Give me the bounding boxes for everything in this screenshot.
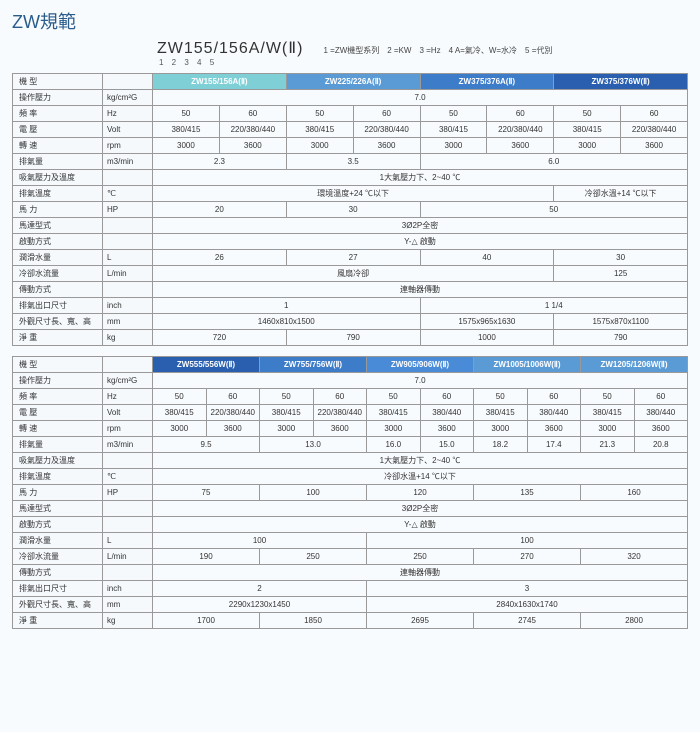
spec-table-2: 機 型 ZW555/556W(Ⅱ) ZW755/756W(Ⅱ) ZW905/90… <box>12 356 688 629</box>
model-header: ZW375/376A(Ⅱ) <box>420 74 554 90</box>
sublabels: 1 2 3 4 5 <box>159 58 303 67</box>
model-header: ZW155/156A(Ⅱ) <box>153 74 287 90</box>
page-title: ZW規範 <box>12 8 688 34</box>
legend: 1 =ZW機型系列 2 =KW 3 =Hz 4 A=氣冷、W=水冷 5 =代別 <box>323 45 552 56</box>
row-label: 機 型 <box>13 74 103 90</box>
subtitle: ZW155/156A/W(Ⅱ) <box>157 38 303 58</box>
spec-table-1: 機 型 ZW155/156A(Ⅱ) ZW225/226A(Ⅱ) ZW375/37… <box>12 73 688 346</box>
model-header: ZW375/376W(Ⅱ) <box>554 74 688 90</box>
model-header: ZW225/226A(Ⅱ) <box>286 74 420 90</box>
